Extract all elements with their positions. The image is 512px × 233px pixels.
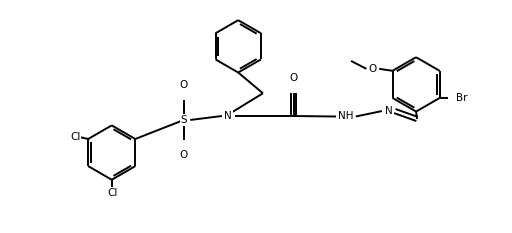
Text: O: O [369, 64, 377, 74]
Text: Br: Br [456, 93, 468, 103]
Text: O: O [289, 73, 297, 83]
Text: NH: NH [338, 112, 354, 121]
Text: O: O [180, 150, 188, 160]
Text: Cl: Cl [70, 132, 80, 142]
Text: O: O [180, 80, 188, 90]
Text: Cl: Cl [108, 188, 118, 198]
Text: S: S [181, 115, 187, 125]
Text: N: N [224, 111, 232, 121]
Text: N: N [385, 106, 392, 116]
